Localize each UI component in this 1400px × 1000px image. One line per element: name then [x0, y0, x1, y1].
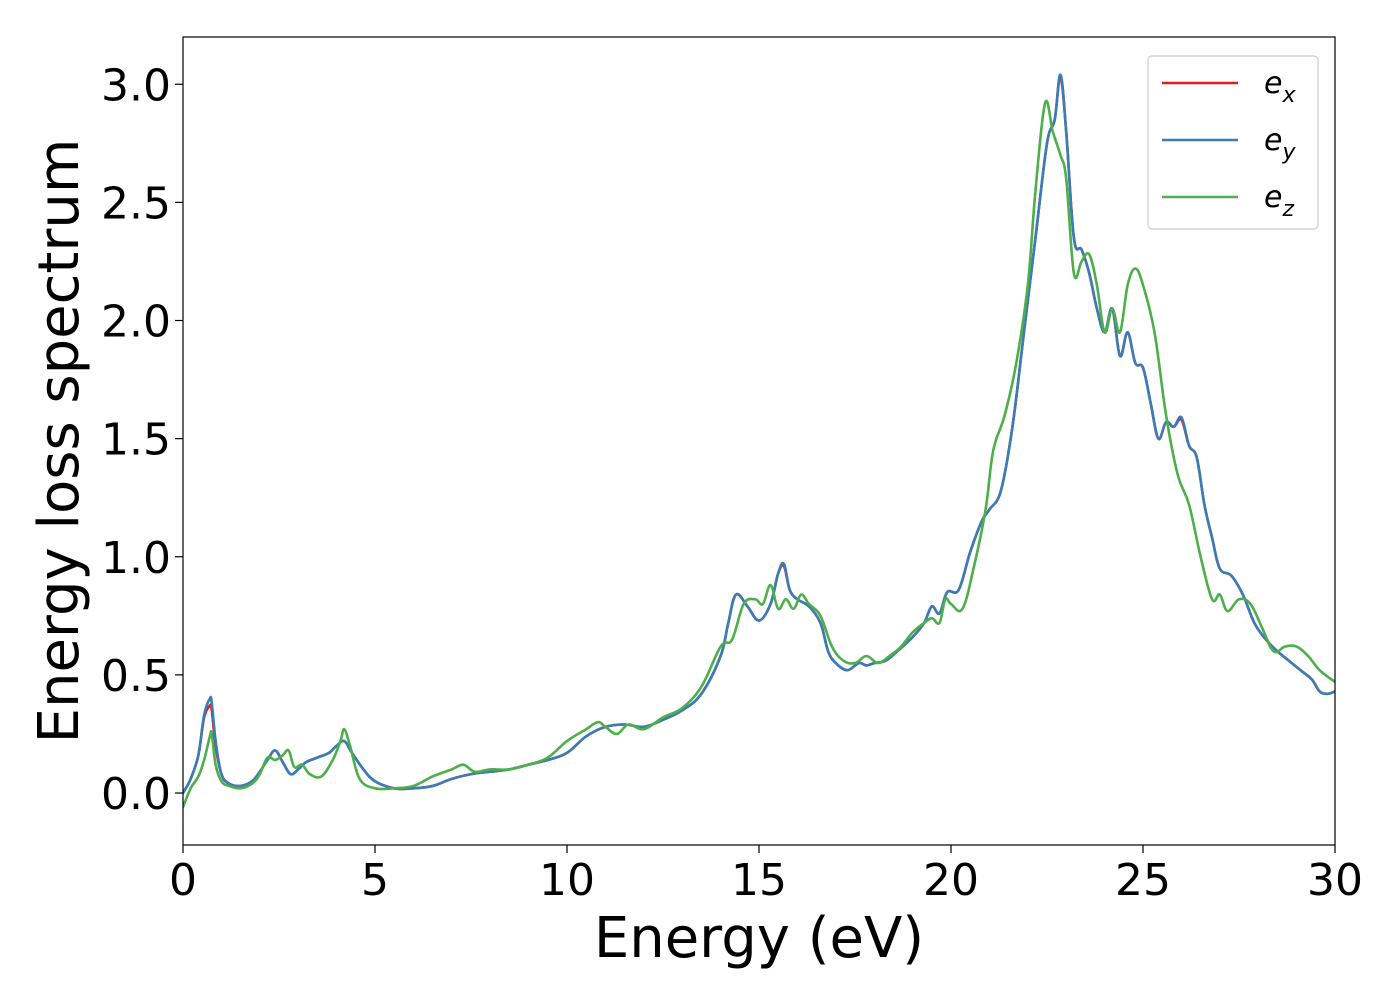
x-tick-label: 30 [1307, 855, 1363, 906]
legend: ex ey ez [1147, 55, 1319, 230]
series-line-e-y [183, 73, 1335, 795]
x-tick-label: 10 [539, 855, 595, 906]
legend-label-z: ez [1264, 180, 1294, 222]
x-tick-label: 25 [1115, 855, 1171, 906]
series-line-e-z [183, 99, 1335, 809]
y-tick-label: 0.5 [101, 651, 171, 702]
y-tick-label: 2.0 [101, 297, 171, 348]
legend-label-y: ey [1264, 123, 1296, 165]
y-tick-label: 1.0 [101, 533, 171, 584]
x-tick-label: 5 [361, 855, 389, 906]
x-tick-label: 0 [169, 855, 197, 906]
x-axis-title: Energy (eV) [594, 906, 924, 971]
y-tick-label: 0.0 [101, 769, 171, 820]
series-group [183, 73, 1335, 809]
y-axis-ticks: 0.0 0.5 1.0 1.5 2.0 2.5 3.0 [101, 60, 183, 820]
legend-label-x: ex [1264, 66, 1296, 108]
x-tick-label: 15 [731, 855, 787, 906]
y-tick-label: 1.5 [101, 415, 171, 466]
x-axis-ticks: 0 5 10 15 20 25 30 [169, 845, 1363, 906]
x-tick-label: 20 [923, 855, 979, 906]
legend-frame [1147, 55, 1319, 230]
y-tick-label: 3.0 [101, 60, 171, 111]
y-tick-label: 2.5 [101, 178, 171, 229]
y-axis-title: Energy loss spectrum [27, 139, 92, 744]
